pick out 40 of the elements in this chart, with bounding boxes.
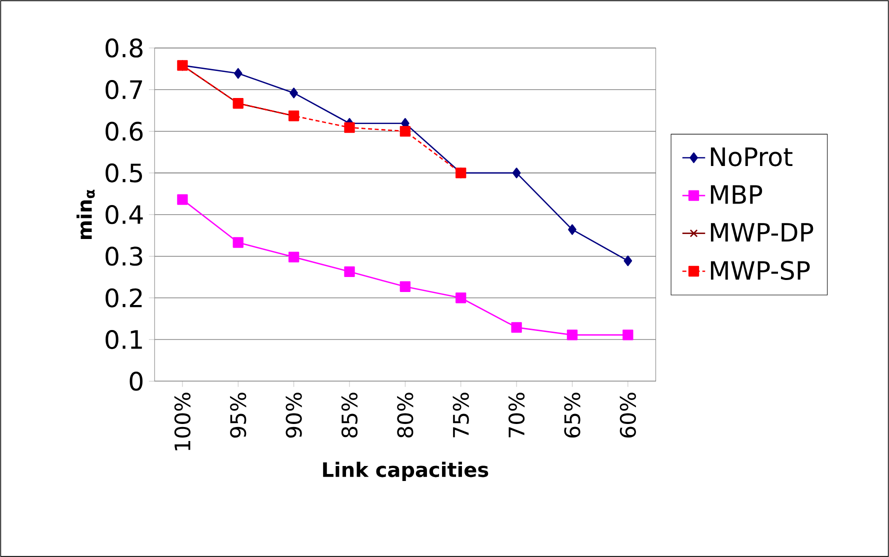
point (177, 194, 188, 205)
x-tick-label: 75% (452, 392, 469, 438)
legend-label: NoProt (710, 147, 792, 166)
y-axis-title: min$_{α}$ (76, 190, 95, 239)
point (512, 168, 521, 178)
x-tick-label: 60% (620, 392, 636, 438)
y-tick-label: 0.5 (106, 163, 142, 182)
legend-label: MWP-SP (710, 260, 810, 280)
x-tick-label: 100% (174, 392, 191, 450)
point (568, 224, 576, 235)
y-tick-label: 0.4 (106, 204, 143, 224)
point (400, 126, 411, 137)
x-tick-label: 90% (286, 392, 302, 438)
point (234, 68, 242, 79)
legend-label: MBP (710, 185, 762, 204)
point (344, 266, 355, 277)
point (400, 281, 411, 292)
x-tick-label: 95% (230, 392, 246, 438)
x-tick-label: 80% (397, 392, 414, 438)
legend-label: MWP-DP (710, 223, 814, 242)
y-tick-label: 0 (130, 372, 143, 391)
point (622, 330, 634, 340)
point (288, 252, 300, 262)
y-tick-label: 0.6 (106, 122, 143, 141)
point (232, 237, 244, 248)
x-tick-label: 70% (508, 392, 525, 438)
point (290, 88, 298, 98)
y-tick-label: 0.7 (106, 80, 142, 100)
y-tick-label: 0.1 (106, 330, 142, 350)
x-axis-title: Link capacities (323, 462, 488, 481)
x-tick-label: 65% (564, 392, 580, 438)
x-tick-label: 85% (341, 392, 358, 438)
y-tick-label: 0.8 (106, 38, 142, 58)
point (511, 322, 522, 333)
y-tick-label: 0.3 (106, 246, 142, 266)
point (624, 255, 632, 266)
point (566, 330, 578, 340)
point (344, 122, 355, 133)
y-tick-label: 0.2 (106, 288, 142, 308)
point (456, 292, 466, 304)
